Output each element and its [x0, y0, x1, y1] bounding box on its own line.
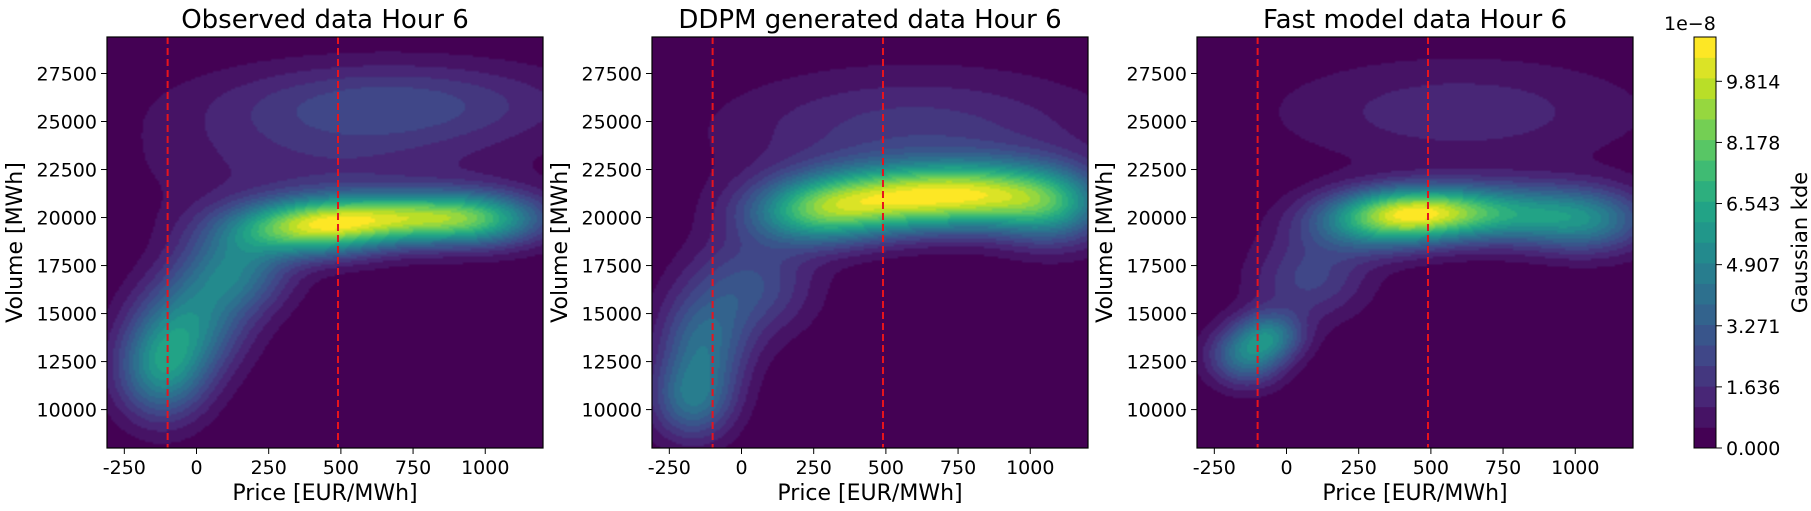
- panel-1: -250 0 250 500 750 1000 10000 12500 15000 17500 20…: [3, 5, 544, 506]
- colorbar-level: [1694, 303, 1716, 325]
- x-tick-label: 750: [1485, 457, 1521, 479]
- axes-frame: [651, 36, 1089, 449]
- colorbar-level: [1694, 139, 1716, 161]
- density-heatmap: [107, 37, 543, 448]
- colorbar-tick-label: 9.814: [1726, 71, 1780, 93]
- colorbar-level: [1694, 77, 1716, 99]
- y-axis-label: Volume [MWh]: [3, 162, 28, 323]
- colorbar-level: [1694, 283, 1716, 305]
- y-tick-label: 25000: [1127, 112, 1187, 134]
- density-heatmap: [1197, 37, 1633, 448]
- y-tick-label: 15000: [1127, 304, 1187, 326]
- panel-2: -250 0 250 500 750 1000 10000 12500 15000 17500 20…: [548, 5, 1089, 506]
- y-tick-label: 20000: [582, 208, 642, 230]
- panel-title: Fast model data Hour 6: [1263, 5, 1567, 35]
- colorbar-level: [1694, 427, 1716, 449]
- colorbar: 0.000 1.636 3.271 4.907 6.543 8.178 9.814 1e−8 G…: [1664, 13, 1811, 460]
- y-tick-label: 17500: [1127, 256, 1187, 278]
- x-tick-label: 250: [796, 457, 832, 479]
- colorbar-level: [1694, 386, 1716, 408]
- colorbar-exponent: 1e−8: [1664, 13, 1716, 35]
- y-tick-label: 15000: [582, 304, 642, 326]
- colorbar-level: [1694, 201, 1716, 223]
- y-tick-label: 22500: [582, 160, 642, 182]
- x-tick-label: 750: [395, 457, 431, 479]
- x-tick-label: 750: [940, 457, 976, 479]
- x-tick-label: 1000: [1551, 457, 1599, 479]
- colorbar-tick-label: 0.000: [1726, 438, 1780, 460]
- x-tick-label: -250: [1193, 457, 1236, 479]
- y-tick-label: 12500: [582, 352, 642, 374]
- y-axis-label: Volume [MWh]: [1093, 162, 1118, 323]
- y-tick-label: 15000: [37, 304, 97, 326]
- x-tick-label: -250: [103, 457, 146, 479]
- x-tick-label: 0: [1280, 457, 1292, 479]
- colorbar-tick-label: 6.543: [1726, 194, 1780, 216]
- colorbar-label: Gaussian kde: [1788, 172, 1811, 313]
- colorbar-tick-label: 8.178: [1726, 132, 1780, 154]
- colorbar-level: [1694, 98, 1716, 120]
- y-tick-label: 10000: [37, 400, 97, 422]
- y-tick-label: 22500: [37, 160, 97, 182]
- colorbar-tick-label: 3.271: [1726, 316, 1780, 338]
- axes-frame: [106, 36, 544, 449]
- colorbar-level: [1694, 57, 1716, 79]
- colorbar-level: [1694, 406, 1716, 428]
- y-tick-label: 12500: [37, 352, 97, 374]
- x-tick-label: 500: [1413, 457, 1449, 479]
- x-tick-label: 0: [735, 457, 747, 479]
- x-tick-label: 0: [190, 457, 202, 479]
- x-tick-label: 250: [1341, 457, 1377, 479]
- y-tick-label: 27500: [1127, 63, 1187, 85]
- panel-title: Observed data Hour 6: [181, 5, 469, 35]
- x-axis-label: Price [EUR/MWh]: [1322, 481, 1507, 506]
- x-tick-label: 1000: [1006, 457, 1054, 479]
- x-tick-label: 1000: [461, 457, 509, 479]
- panel-title: DDPM generated data Hour 6: [678, 5, 1061, 35]
- colorbar-level: [1694, 262, 1716, 284]
- axes-frame: [1196, 36, 1634, 449]
- x-tick-label: -250: [648, 457, 691, 479]
- y-tick-label: 27500: [582, 63, 642, 85]
- y-tick-label: 17500: [37, 256, 97, 278]
- colorbar-level: [1694, 344, 1716, 367]
- colorbar-level: [1694, 180, 1716, 202]
- x-axis-label: Price [EUR/MWh]: [232, 481, 417, 506]
- density-heatmap: [652, 37, 1088, 448]
- panel-3: -250 0 250 500 750 1000 10000 12500 15000 17500 20…: [1093, 5, 1634, 506]
- colorbar-frame: [1693, 36, 1717, 449]
- y-tick-label: 27500: [37, 63, 97, 85]
- x-tick-label: 500: [323, 457, 359, 479]
- colorbar-tick-label: 1.636: [1726, 377, 1780, 399]
- x-tick-label: 500: [868, 457, 904, 479]
- y-tick-label: 10000: [1127, 400, 1187, 422]
- y-tick-label: 20000: [1127, 208, 1187, 230]
- y-tick-label: 17500: [582, 256, 642, 278]
- x-tick-label: 250: [251, 457, 287, 479]
- y-tick-label: 25000: [37, 112, 97, 134]
- colorbar-tick-label: 4.907: [1726, 255, 1780, 277]
- y-tick-label: 20000: [37, 208, 97, 230]
- colorbar-level: [1694, 221, 1716, 243]
- colorbar-level: [1694, 118, 1716, 141]
- x-axis-label: Price [EUR/MWh]: [777, 481, 962, 506]
- colorbar-level: [1694, 36, 1716, 58]
- y-tick-label: 22500: [1127, 160, 1187, 182]
- y-tick-label: 12500: [1127, 352, 1187, 374]
- colorbar-level: [1694, 324, 1716, 346]
- colorbar-level: [1694, 365, 1716, 387]
- y-axis-label: Volume [MWh]: [548, 162, 573, 323]
- y-tick-label: 10000: [582, 400, 642, 422]
- colorbar-level: [1694, 242, 1716, 264]
- colorbar-level: [1694, 160, 1716, 182]
- y-tick-label: 25000: [582, 112, 642, 134]
